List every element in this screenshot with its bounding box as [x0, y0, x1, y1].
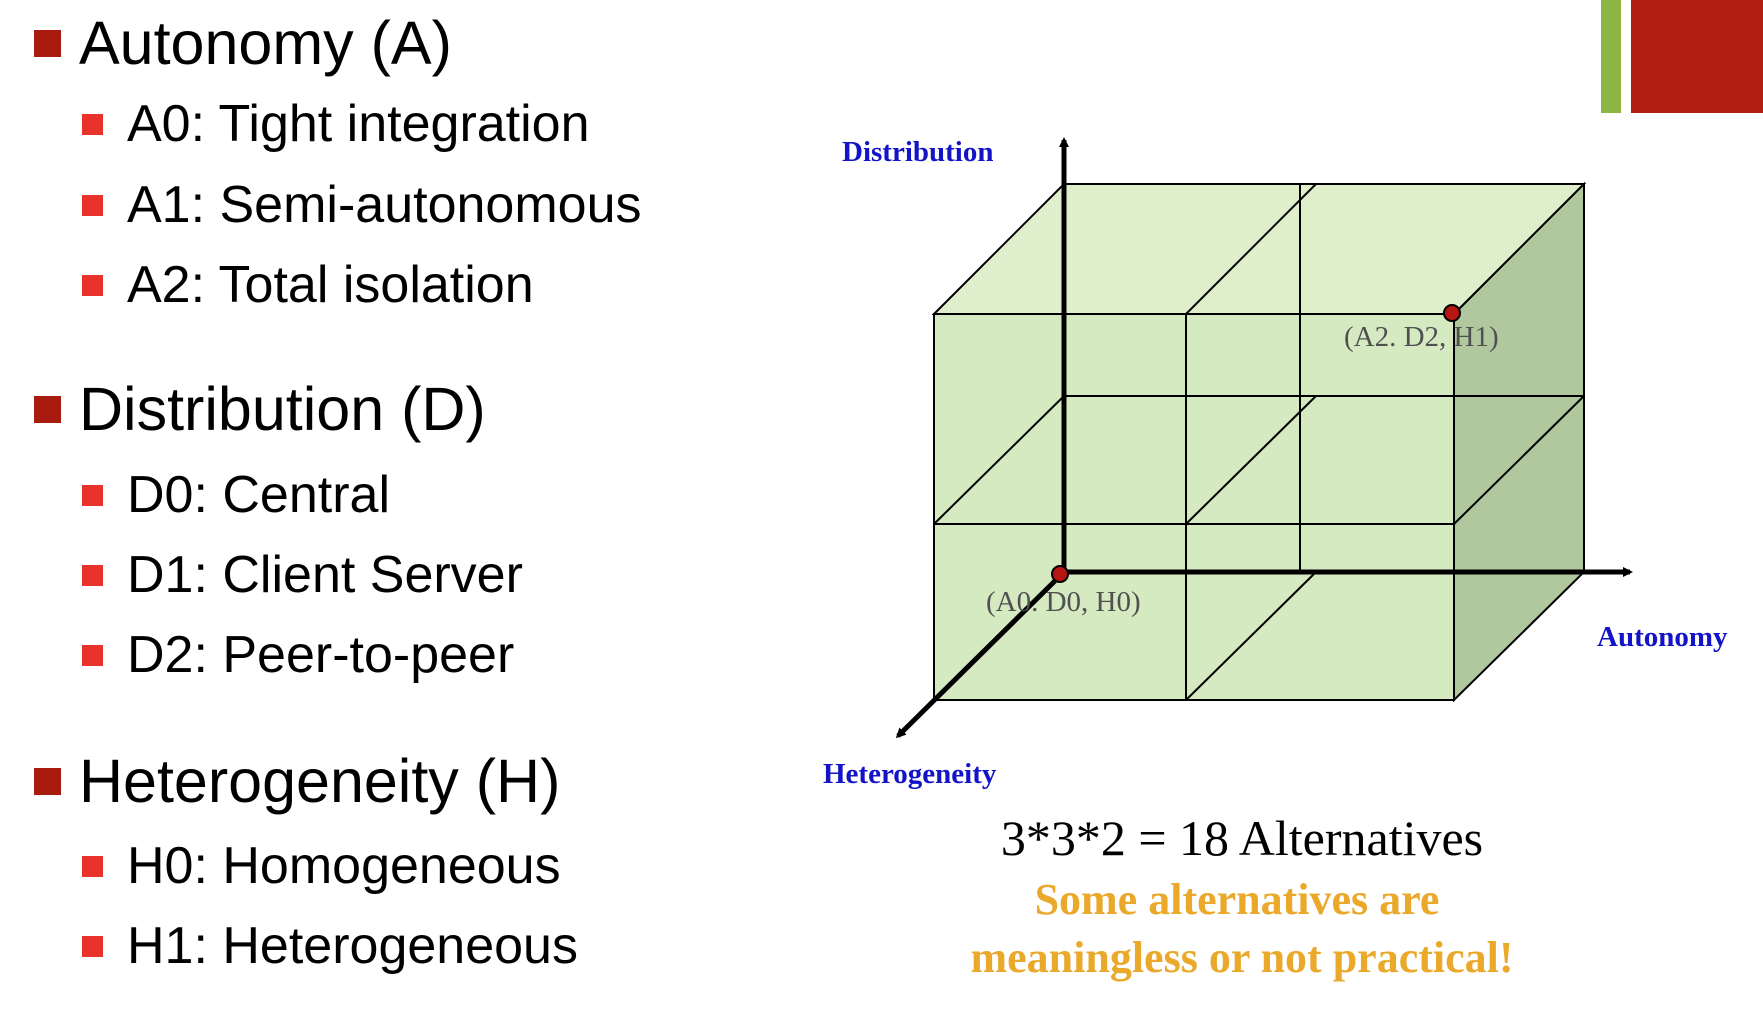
outline-list: Autonomy (A) A0: Tight integration A1: S… [0, 0, 720, 1031]
sub-bullet-icon [82, 484, 103, 506]
item-a1: A1: Semi-autonomous [82, 175, 642, 235]
corner-accent-red [1631, 0, 1763, 113]
sub-bullet-icon [82, 194, 103, 216]
alternatives-formula: 3*3*2 = 18 Alternatives [1001, 810, 1483, 866]
item-d0-text: D0: Central [127, 466, 390, 524]
cube-front-face [933, 313, 1455, 701]
heterogeneity-axis [895, 570, 1066, 739]
heading-bullet-icon [34, 395, 61, 423]
item-h0-text: H0: Homogeneous [127, 837, 561, 895]
heterogeneity-axis-label: Heterogeneity [823, 758, 997, 790]
sub-bullet-icon [82, 935, 103, 957]
heading-autonomy: Autonomy (A) [34, 7, 452, 79]
corner-point-label: (A2. D2, H1) [1344, 321, 1499, 353]
heading-bullet-icon [34, 29, 61, 57]
item-d0: D0: Central [82, 465, 390, 525]
corner-point [1443, 304, 1461, 322]
note-line-2: meaningless or not practical! [970, 933, 1513, 982]
item-d2-text: D2: Peer-to-peer [127, 626, 515, 684]
item-d1-text: D1: Client Server [127, 546, 523, 604]
item-a2-text: A2: Total isolation [127, 256, 534, 314]
autonomy-axis-label: Autonomy [1597, 621, 1728, 653]
note-line-1: Some alternatives are [1035, 875, 1440, 924]
heading-distribution: Distribution (D) [34, 373, 486, 445]
sub-bullet-icon [82, 274, 103, 296]
heading-heterogeneity: Heterogeneity (H) [34, 745, 560, 817]
item-h1-text: H1: Heterogeneous [127, 917, 578, 975]
corner-accent-green [1601, 0, 1621, 113]
heading-distribution-text: Distribution (D) [79, 375, 486, 443]
item-d1: D1: Client Server [82, 545, 523, 605]
item-h0: H0: Homogeneous [82, 836, 561, 896]
heading-bullet-icon [34, 767, 61, 795]
distribution-axis-label: Distribution [842, 136, 993, 168]
heading-heterogeneity-text: Heterogeneity (H) [79, 747, 561, 815]
sub-bullet-icon [82, 113, 103, 135]
heading-autonomy-text: Autonomy (A) [79, 9, 452, 77]
item-a0-text: A0: Tight integration [127, 95, 590, 153]
item-d2: D2: Peer-to-peer [82, 625, 514, 685]
item-a2: A2: Total isolation [82, 255, 534, 315]
sub-bullet-icon [82, 855, 103, 877]
origin-point-label: (A0. D0, H0) [986, 586, 1141, 618]
item-h1: H1: Heterogeneous [82, 916, 578, 976]
origin-point [1051, 565, 1069, 583]
item-a0: A0: Tight integration [82, 94, 590, 154]
item-a1-text: A1: Semi-autonomous [127, 176, 642, 234]
sub-bullet-icon [82, 564, 103, 586]
sub-bullet-icon [82, 644, 103, 666]
